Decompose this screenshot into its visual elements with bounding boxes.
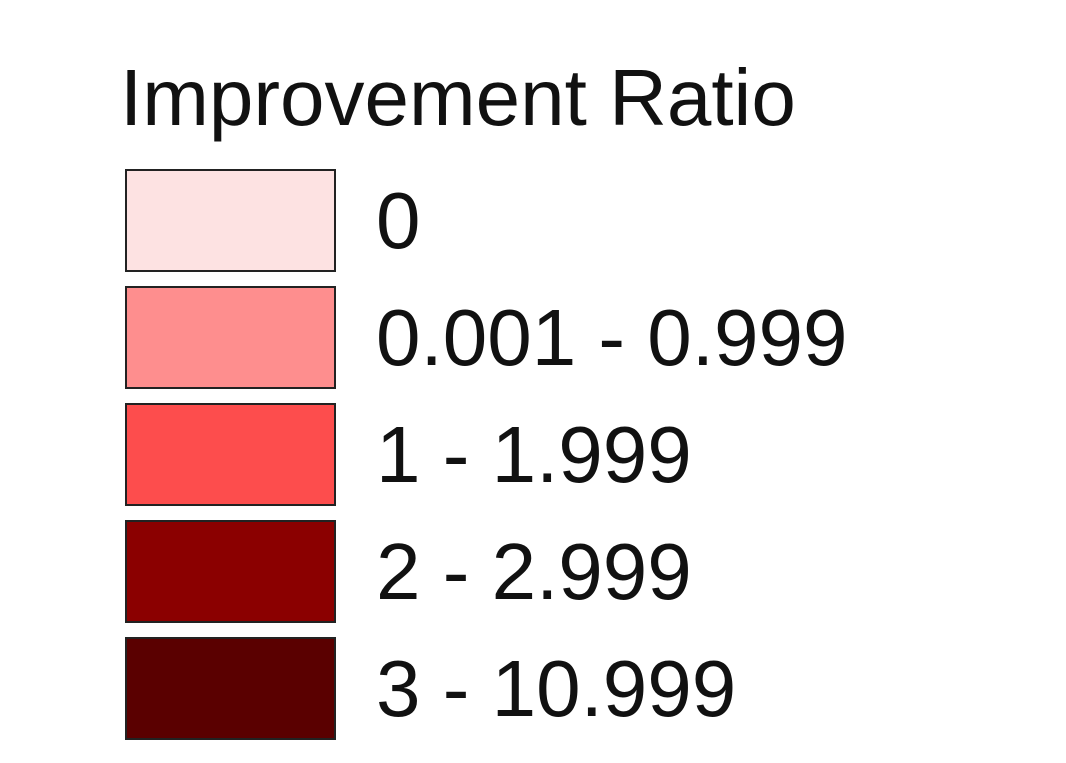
legend-label: 0 <box>376 176 421 265</box>
legend-swatch <box>125 286 336 389</box>
legend-swatch <box>125 637 336 740</box>
legend-label: 2 - 2.999 <box>376 527 692 616</box>
legend-label: 1 - 1.999 <box>376 410 692 499</box>
legend-title: Improvement Ratio <box>120 53 796 142</box>
legend-swatch <box>125 169 336 272</box>
legend-swatch <box>125 520 336 623</box>
legend-label: 0.001 - 0.999 <box>376 293 847 382</box>
legend-label: 3 - 10.999 <box>376 644 736 733</box>
legend-swatch <box>125 403 336 506</box>
